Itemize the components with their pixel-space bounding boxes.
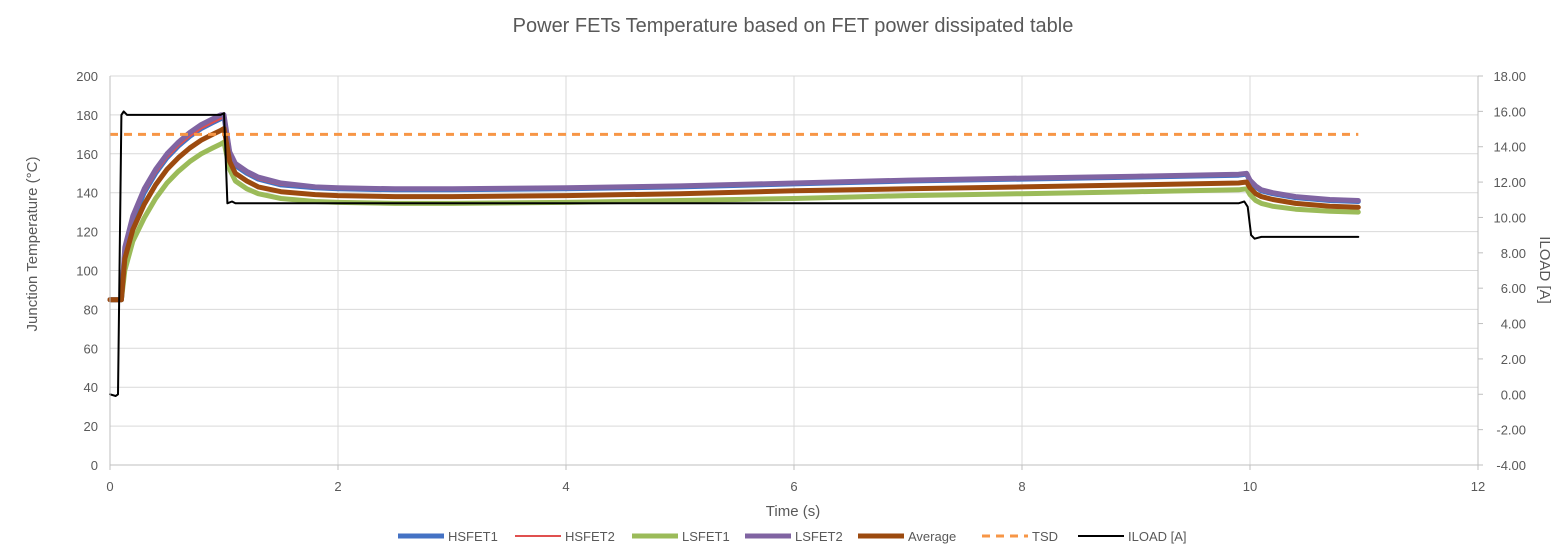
x-axis-label: Time (s) bbox=[766, 503, 820, 520]
legend-label: HSFET1 bbox=[448, 529, 498, 544]
y2-tick-label: 18.00 bbox=[1493, 69, 1526, 84]
x-tick-label: 12 bbox=[1471, 479, 1485, 494]
series-line-hsfet2 bbox=[109, 115, 1360, 301]
series-line-hsfet1 bbox=[107, 114, 1361, 303]
chart-title: Power FETs Temperature based on FET powe… bbox=[513, 15, 1074, 37]
y2-tick-label: -4.00 bbox=[1496, 458, 1526, 473]
y2-tick-label: -2.00 bbox=[1496, 423, 1526, 438]
y2-tick-label: 2.00 bbox=[1501, 352, 1526, 367]
y2-tick-label: 12.00 bbox=[1493, 175, 1526, 190]
legend-label: LSFET2 bbox=[795, 529, 843, 544]
y-tick-label: 160 bbox=[76, 147, 98, 162]
y2-tick-label: 10.00 bbox=[1493, 210, 1526, 225]
y2-tick-label: 16.00 bbox=[1493, 104, 1526, 119]
x-tick-label: 10 bbox=[1243, 479, 1257, 494]
y-tick-label: 120 bbox=[76, 225, 98, 240]
y-tick-label: 80 bbox=[84, 302, 98, 317]
y-tick-label: 20 bbox=[84, 419, 98, 434]
y-tick-label: 100 bbox=[76, 264, 98, 279]
y2-tick-label: 6.00 bbox=[1501, 281, 1526, 296]
y2-axis-label: ILOAD [A] bbox=[1536, 236, 1553, 304]
legend-label: Average bbox=[908, 529, 956, 544]
y2-tick-label: 4.00 bbox=[1501, 317, 1526, 332]
y2-tick-label: 8.00 bbox=[1501, 246, 1526, 261]
legend-label: TSD bbox=[1032, 529, 1058, 544]
y-tick-label: 0 bbox=[91, 458, 98, 473]
y2-tick-label: 14.00 bbox=[1493, 140, 1526, 155]
x-tick-label: 6 bbox=[790, 479, 797, 494]
y-tick-label: 40 bbox=[84, 380, 98, 395]
x-tick-label: 8 bbox=[1018, 479, 1025, 494]
y-tick-label: 180 bbox=[76, 108, 98, 123]
series-line-lsfet1 bbox=[107, 139, 1361, 303]
y2-tick-label: 0.00 bbox=[1501, 387, 1526, 402]
axis-layer: 0 20 40 60 80 100 120 140 160 180 200 0 2 4 6 8 10 12 -4.0… bbox=[76, 69, 1526, 494]
y-tick-label: 60 bbox=[84, 341, 98, 356]
x-tick-label: 0 bbox=[106, 479, 113, 494]
x-tick-label: 2 bbox=[334, 479, 341, 494]
legend-label: LSFET1 bbox=[682, 529, 730, 544]
legend-label: ILOAD [A] bbox=[1128, 529, 1187, 544]
series-line-lsfet2 bbox=[107, 112, 1361, 303]
x-tick-label: 4 bbox=[562, 479, 569, 494]
y-tick-label: 140 bbox=[76, 186, 98, 201]
series-line-iload-a bbox=[109, 110, 1360, 397]
y-tick-label: 200 bbox=[76, 69, 98, 84]
y-axis-label: Junction Temperature (°C) bbox=[24, 157, 41, 332]
legend-label: HSFET2 bbox=[565, 529, 615, 544]
series-line-average bbox=[107, 126, 1361, 303]
plot-layer bbox=[107, 110, 1361, 397]
legend: HSFET1 HSFET2 LSFET1 LSFET2 Average TSD ILOAD … bbox=[398, 529, 1187, 544]
